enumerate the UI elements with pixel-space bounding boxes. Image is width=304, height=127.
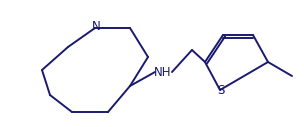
Text: S: S bbox=[217, 84, 225, 98]
Text: NH: NH bbox=[154, 66, 172, 78]
Text: N: N bbox=[92, 20, 100, 34]
